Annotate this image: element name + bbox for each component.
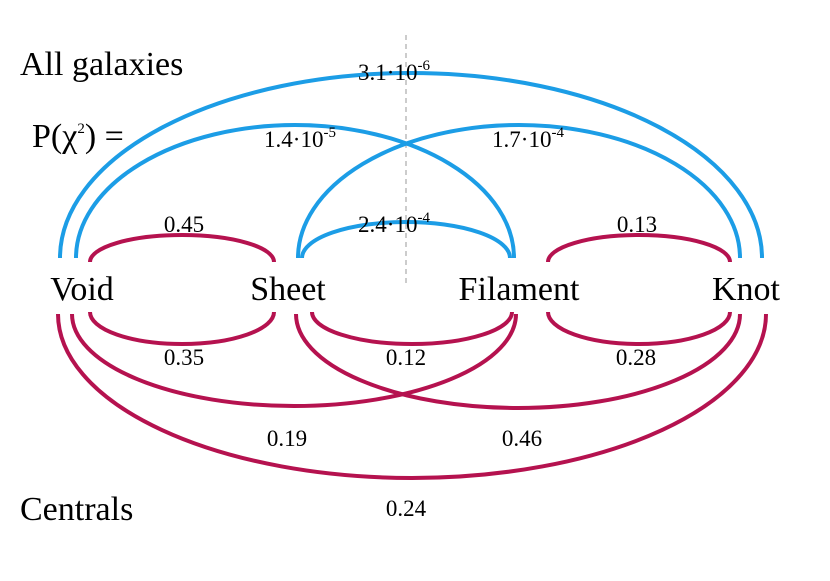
- edge-label: 0.13: [617, 212, 657, 237]
- edge-arc: [58, 71, 764, 259]
- text: 1.7·10: [492, 127, 551, 152]
- node-label: Void: [50, 271, 114, 308]
- edge-arc: [300, 220, 512, 259]
- edge-label: 0.46: [502, 426, 542, 451]
- edge-label: 0.19: [267, 426, 307, 451]
- edge-label: 0.24: [386, 496, 427, 521]
- text: P(χ: [32, 118, 77, 155]
- text: 3.1·10: [358, 60, 417, 85]
- edge-arc: [294, 313, 742, 410]
- superscript: -4: [551, 125, 564, 141]
- edge-arc: [310, 311, 514, 346]
- edge-arc: [546, 311, 732, 346]
- edge-label: 2.4·10-4: [358, 210, 430, 237]
- node-label: Filament: [459, 271, 580, 308]
- node-label: Knot: [712, 271, 781, 308]
- edge-arc: [74, 123, 516, 259]
- edge-arc: [56, 313, 768, 480]
- edge-arc: [88, 311, 276, 346]
- edge-label: 0.12: [386, 345, 426, 370]
- edge-label: 0.35: [164, 345, 204, 370]
- superscript: -5: [323, 125, 336, 141]
- group-label: Centrals: [20, 491, 133, 528]
- superscript: 2: [77, 121, 85, 137]
- text: 2.4·10: [358, 212, 417, 237]
- group-label: All galaxies: [20, 46, 183, 83]
- edge-arc: [296, 123, 742, 259]
- text: 1.4·10: [264, 127, 323, 152]
- superscript: -4: [417, 210, 430, 226]
- edge-label: 1.7·10-4: [492, 125, 564, 152]
- edge-label: 3.1·10-6: [358, 58, 430, 85]
- edge-arc: [546, 233, 732, 263]
- edge-label: 0.28: [616, 345, 656, 370]
- node-label: Sheet: [250, 271, 326, 308]
- superscript: -6: [417, 58, 430, 74]
- edge-label: 1.4·10-5: [264, 125, 336, 152]
- probability-label: P(χ2) =: [32, 118, 124, 155]
- edge-arc: [88, 233, 276, 263]
- edge-arc: [70, 313, 518, 408]
- edge-label: 0.45: [164, 212, 204, 237]
- text: ) =: [85, 118, 124, 155]
